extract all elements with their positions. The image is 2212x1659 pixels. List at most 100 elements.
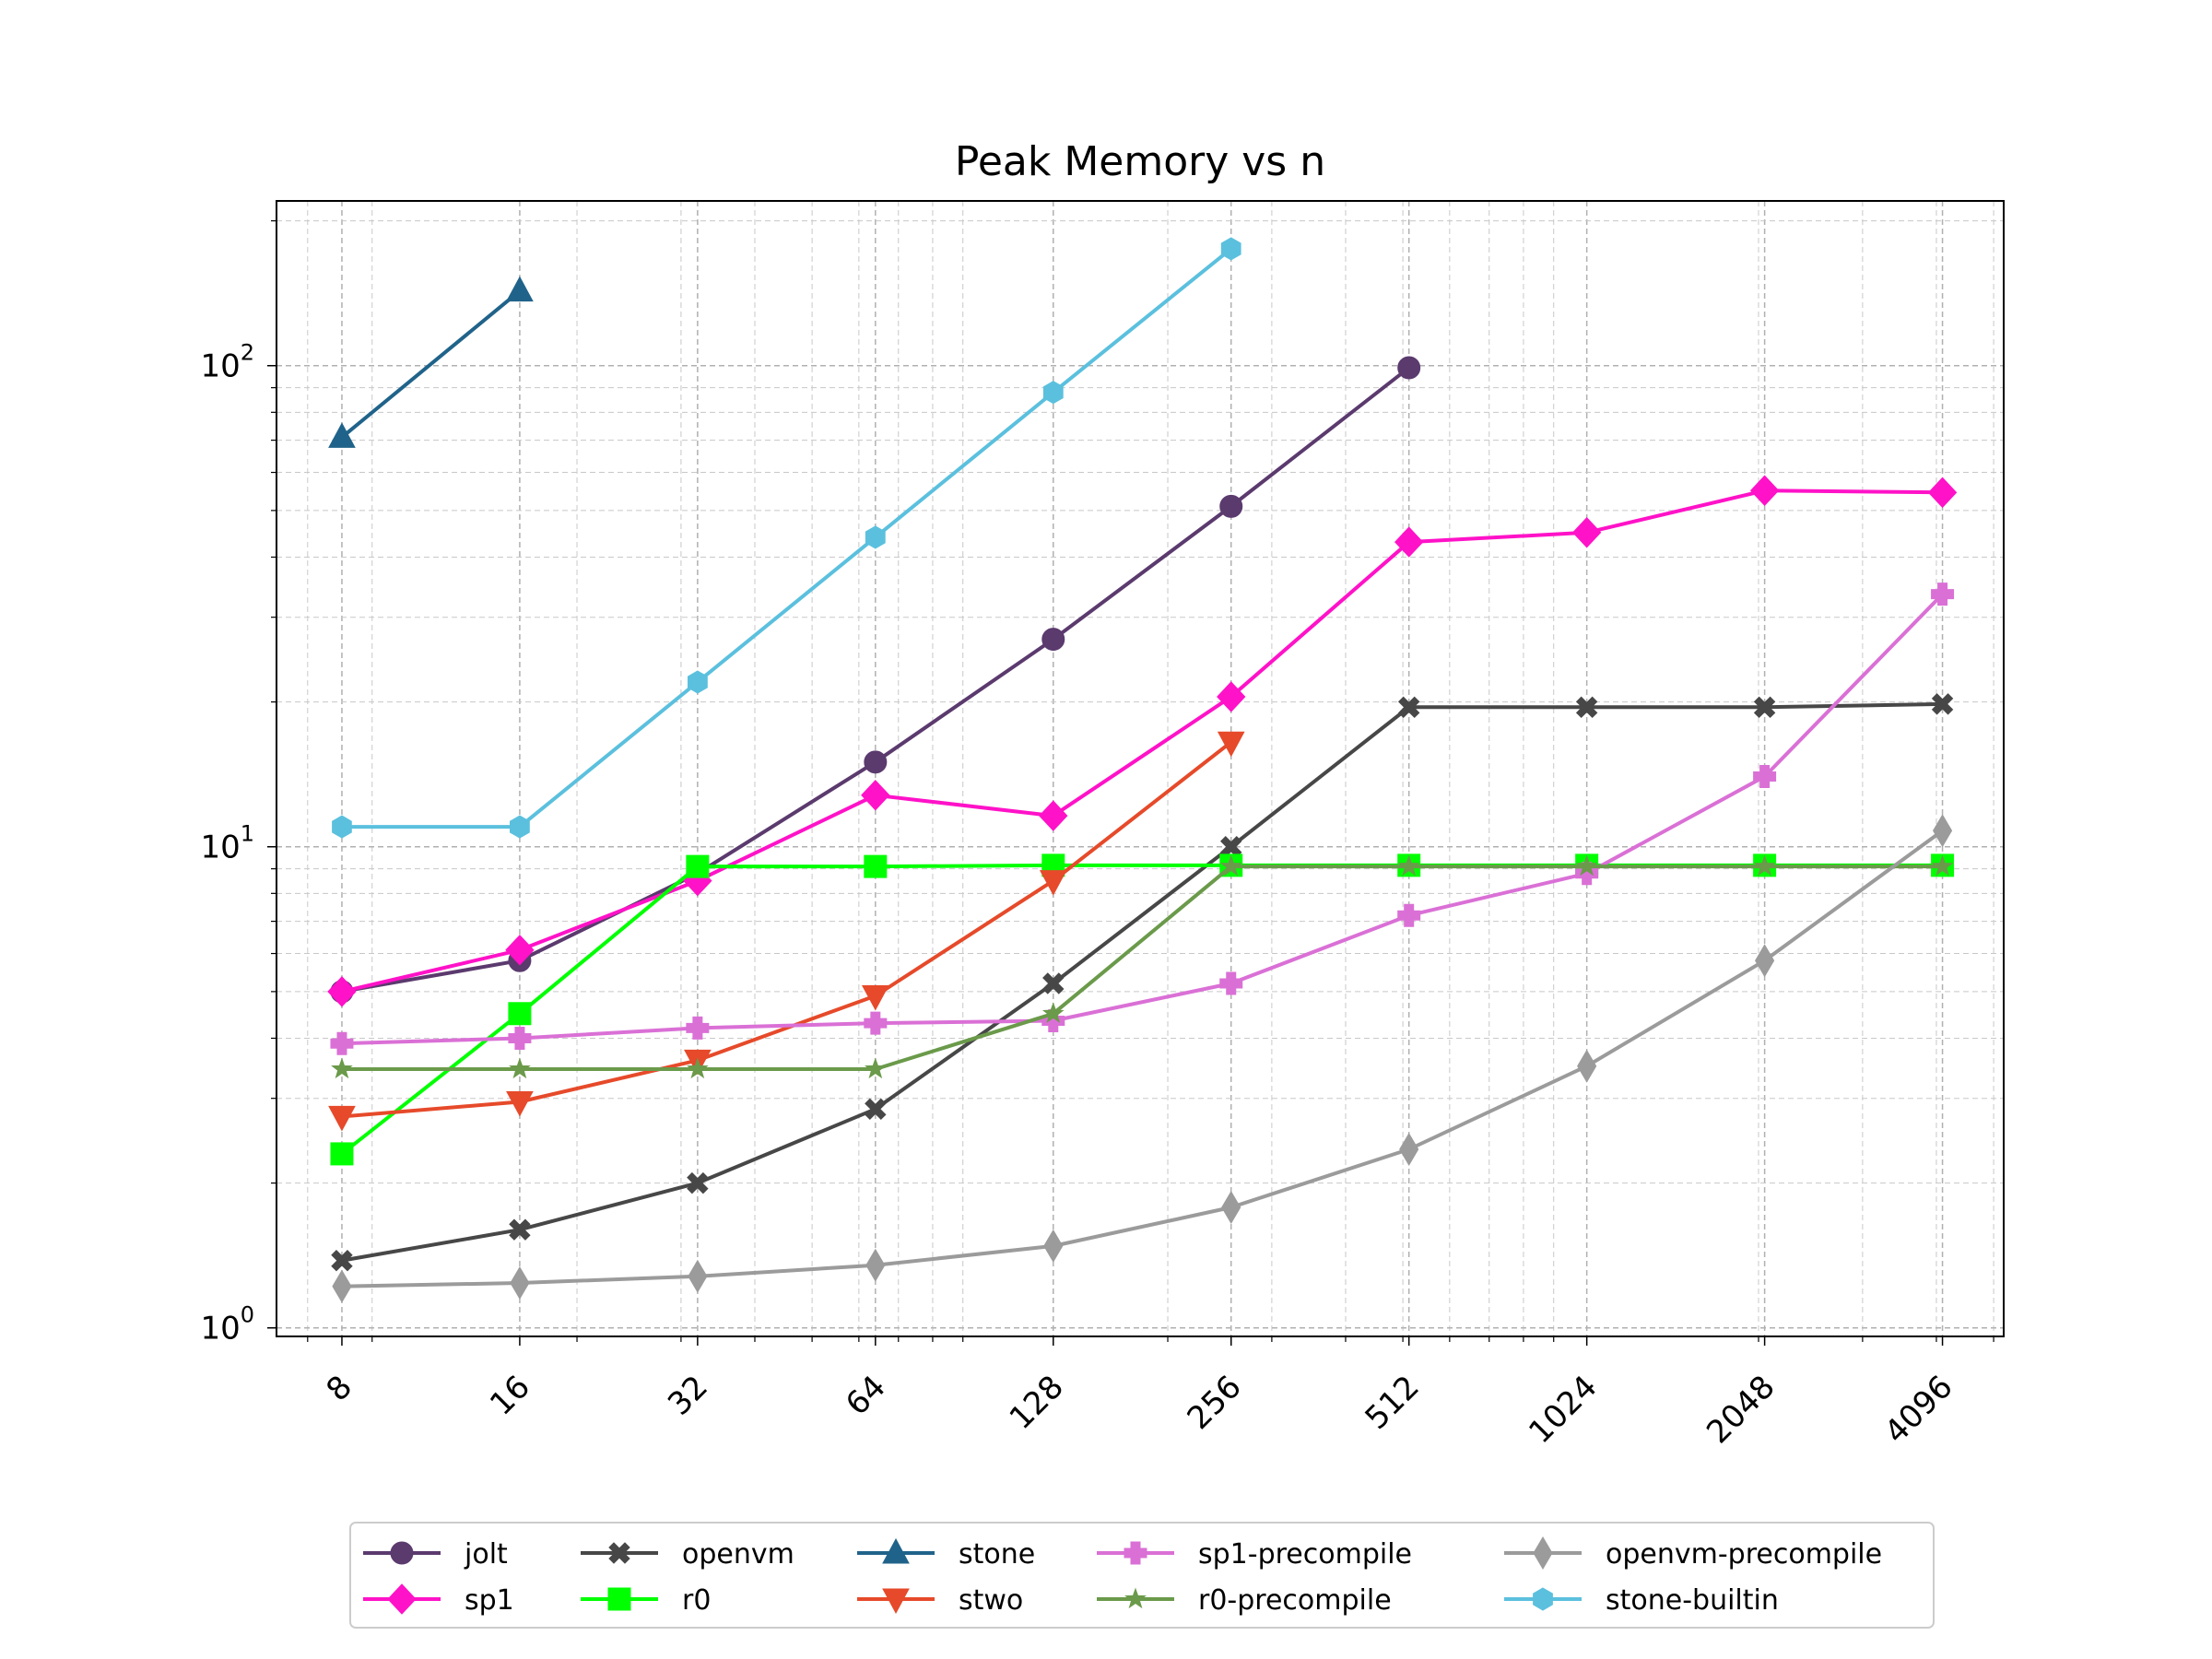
data-point-r0-precompile — [1397, 854, 1420, 877]
data-point-stwo — [328, 1105, 356, 1132]
chart-title: Peak Memory vs n — [955, 138, 1325, 185]
data-point-stwo — [506, 1091, 534, 1117]
y-tick-label: 100 — [200, 1302, 254, 1347]
legend-marker-jolt — [390, 1541, 414, 1565]
series-stone-builtin — [332, 237, 1241, 839]
series-line-stone — [340, 289, 522, 439]
data-point-stone-builtin — [510, 815, 530, 839]
data-point-openvm-precompile — [510, 1265, 530, 1300]
series-line-openvm-precompile — [341, 829, 1944, 1288]
legend-label: r0 — [682, 1584, 711, 1617]
series-line-stone-builtin — [342, 247, 1232, 830]
data-point-jolt — [864, 750, 888, 774]
data-point-r0 — [864, 854, 888, 878]
series-r0-precompile — [331, 854, 1954, 1079]
data-point-openvm-precompile — [332, 1269, 352, 1303]
data-point-sp1 — [1927, 477, 1958, 509]
legend-label: openvm-precompile — [1606, 1538, 1882, 1571]
legend-entry-sp1: sp1 — [363, 1583, 514, 1617]
data-point-sp1 — [1571, 517, 1602, 548]
data-point-r0-precompile — [1753, 854, 1776, 877]
data-point-r0-precompile — [1041, 1002, 1065, 1023]
data-point-sp1-precompile — [1931, 582, 1955, 606]
data-point-openvm — [865, 1098, 887, 1121]
series-line-sp1 — [341, 488, 1943, 994]
data-point-stone-builtin — [1042, 381, 1064, 405]
plot-frame — [276, 200, 2005, 1337]
legend-entry-openvm-precompile: openvm-precompile — [1504, 1536, 1882, 1571]
data-point-openvm-precompile — [688, 1259, 708, 1293]
grid — [276, 201, 2004, 1336]
data-point-stone-builtin — [1220, 237, 1241, 261]
legend-entry-openvm: openvm — [581, 1538, 794, 1571]
data-point-sp1 — [1217, 681, 1246, 712]
legend-label: r0-precompile — [1198, 1584, 1392, 1617]
series-openvm-precompile — [332, 814, 1953, 1303]
series-sp1-precompile — [330, 582, 1955, 1055]
data-point-r0-precompile — [686, 1057, 709, 1079]
legend-entry-stwo: stwo — [857, 1584, 1023, 1617]
data-point-openvm — [687, 1171, 709, 1194]
legend-marker-openvm-precompile — [1533, 1536, 1553, 1570]
data-point-stone-builtin — [332, 815, 352, 839]
data-point-r0 — [330, 1142, 354, 1166]
legend-marker-stone-builtin — [1533, 1587, 1553, 1611]
series-line-stwo — [341, 740, 1232, 1119]
data-point-sp1 — [505, 935, 535, 966]
y-tick-label: 101 — [200, 821, 254, 866]
data-point-sp1 — [861, 780, 890, 811]
plot-series — [327, 237, 1958, 1303]
legend-marker-stone — [882, 1537, 910, 1564]
data-point-openvm-precompile — [1932, 814, 1953, 848]
legend-label: jolt — [464, 1538, 508, 1571]
data-point-sp1-precompile — [330, 1031, 354, 1055]
legend-marker-sp1 — [387, 1583, 417, 1615]
data-point-openvm-precompile — [1221, 1191, 1241, 1225]
data-point-openvm-precompile — [1577, 1049, 1597, 1083]
legend-marker-openvm — [608, 1542, 630, 1564]
data-point-openvm-precompile — [865, 1248, 886, 1282]
data-point-stwo — [1217, 731, 1245, 758]
data-point-openvm — [1931, 693, 1954, 715]
legend-marker-sp1-precompile — [1124, 1541, 1147, 1565]
data-point-openvm — [1397, 696, 1420, 719]
data-point-r0 — [686, 854, 710, 878]
data-point-openvm — [331, 1250, 353, 1272]
data-point-sp1 — [1039, 800, 1068, 831]
data-point-sp1 — [1749, 475, 1780, 507]
legend-entry-stone: stone — [857, 1537, 1035, 1571]
data-point-r0-precompile — [1219, 854, 1242, 877]
data-point-openvm-precompile — [1043, 1229, 1064, 1263]
legend-marker-r0 — [607, 1587, 631, 1611]
legend-marker-stwo — [882, 1588, 910, 1615]
series-openvm — [331, 693, 1954, 1272]
data-point-sp1 — [1394, 526, 1424, 558]
legend-label: stone — [959, 1538, 1035, 1571]
data-point-sp1-precompile — [864, 1011, 888, 1035]
data-point-stwo — [861, 984, 889, 1011]
data-point-openvm-precompile — [1399, 1133, 1419, 1167]
legend-label: sp1-precompile — [1198, 1538, 1412, 1571]
legend-entry-r0: r0 — [581, 1584, 711, 1617]
series-line-openvm — [341, 701, 1943, 1263]
series-sp1 — [327, 475, 1958, 1007]
data-point-stone-builtin — [688, 670, 708, 694]
data-point-jolt — [1041, 628, 1065, 652]
series-line-sp1-precompile — [341, 593, 1945, 1046]
data-point-stone-builtin — [865, 525, 886, 549]
data-point-openvm — [1220, 836, 1242, 858]
data-point-openvm — [1575, 696, 1598, 719]
legend-marker-r0-precompile — [1124, 1587, 1147, 1609]
data-point-stwo — [1039, 870, 1067, 896]
data-point-stone — [506, 276, 534, 302]
data-point-r0-precompile — [1931, 854, 1954, 877]
legend-label: stwo — [959, 1584, 1023, 1617]
data-point-stone — [328, 422, 356, 448]
data-point-r0-precompile — [509, 1057, 531, 1079]
data-point-r0-precompile — [331, 1057, 353, 1079]
data-point-openvm — [1753, 696, 1776, 719]
legend-label: sp1 — [465, 1584, 514, 1617]
legend-entry-sp1-precompile: sp1-precompile — [1097, 1538, 1412, 1571]
